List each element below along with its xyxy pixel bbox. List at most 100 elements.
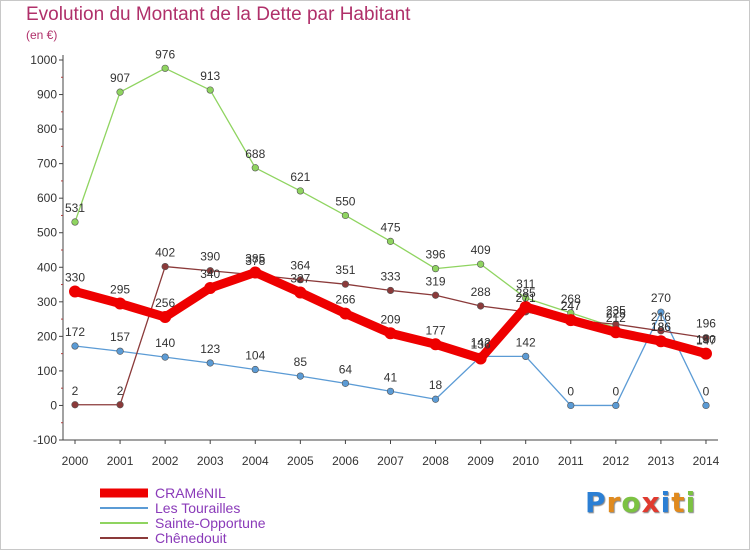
data-label: 285 [516, 286, 536, 300]
data-label: 140 [155, 336, 175, 350]
legend-label: Chênedouit [155, 530, 227, 546]
chart-title: Evolution du Montant de la Dette par Hab… [26, 4, 411, 25]
data-point [341, 211, 350, 220]
data-label: 319 [426, 274, 446, 288]
data-point [567, 401, 575, 410]
data-label: 2 [72, 384, 79, 398]
data-label: 913 [200, 69, 220, 83]
data-point [386, 237, 395, 245]
y-tick-label: 500 [37, 226, 57, 240]
legend-label: Sainte-Opportune [155, 515, 266, 531]
data-point [116, 401, 124, 409]
y-tick-label: 100 [37, 364, 57, 378]
y-tick-label: 400 [37, 260, 57, 274]
data-point [341, 280, 350, 288]
data-point [206, 359, 214, 367]
x-tick-label: 2000 [62, 454, 89, 468]
data-label: 270 [651, 291, 671, 305]
data-point [296, 276, 304, 284]
data-label: 385 [245, 251, 265, 265]
data-label: 186 [651, 320, 671, 334]
data-point [116, 88, 124, 96]
data-label: 288 [471, 285, 491, 299]
y-tick-label: 900 [37, 88, 57, 102]
data-point [657, 308, 665, 316]
data-label: 85 [294, 355, 308, 369]
data-label: 256 [155, 296, 175, 310]
data-point [384, 327, 397, 340]
data-point [386, 286, 395, 295]
data-label: 351 [335, 263, 355, 277]
data-point [702, 334, 710, 342]
data-point [114, 297, 127, 310]
data-label: 475 [380, 220, 400, 234]
x-tick-label: 2011 [558, 454, 584, 468]
data-point [654, 335, 667, 348]
data-point [161, 262, 169, 271]
data-point [71, 218, 79, 226]
data-label: 142 [516, 335, 536, 349]
data-point [386, 387, 395, 395]
data-label: 41 [384, 370, 398, 384]
data-label: 378 [245, 254, 265, 268]
data-label: 333 [380, 269, 400, 283]
data-label: 0 [567, 384, 574, 398]
data-point [702, 401, 710, 410]
data-label: 235 [606, 303, 626, 317]
data-point [296, 372, 304, 380]
data-label: 247 [561, 299, 581, 313]
data-label: 123 [200, 342, 220, 356]
data-label: 0 [612, 384, 619, 398]
data-label: 266 [335, 293, 355, 307]
data-point [612, 401, 620, 410]
data-point [159, 311, 172, 324]
logo-letter: x [641, 486, 661, 519]
logo-letter: o [621, 486, 642, 519]
x-tick-label: 2006 [332, 454, 359, 468]
data-point [522, 352, 530, 361]
data-point [429, 338, 442, 351]
data-label: 225 [606, 307, 626, 321]
data-point [249, 266, 262, 279]
data-label: 177 [426, 323, 446, 337]
logo-letter: i [685, 486, 697, 519]
data-label: 364 [290, 259, 310, 273]
data-point [69, 285, 81, 298]
data-label: 157 [110, 330, 130, 344]
data-point [71, 342, 79, 350]
x-tick-label: 2009 [467, 454, 494, 468]
legend-label: CRAMéNIL [155, 485, 226, 501]
data-point [564, 314, 577, 327]
data-label: 136 [471, 337, 491, 351]
chart-subtitle: (en €) [26, 28, 58, 42]
data-label: 402 [155, 246, 175, 260]
y-tick-label: 1000 [30, 53, 57, 67]
data-label: 531 [65, 201, 85, 215]
data-label: 409 [471, 243, 491, 257]
data-label: 688 [245, 147, 265, 161]
data-label: 147 [696, 334, 716, 348]
data-point [339, 307, 352, 320]
data-label: 216 [651, 310, 671, 324]
data-label: 142 [471, 335, 491, 349]
data-label: 396 [426, 248, 446, 262]
data-label: 2 [117, 384, 124, 398]
data-label: 976 [155, 47, 175, 61]
x-tick-label: 2010 [512, 454, 539, 468]
data-point [161, 64, 169, 72]
x-tick-label: 2007 [377, 454, 404, 468]
x-tick-label: 2014 [693, 454, 720, 468]
data-label: 550 [335, 194, 355, 208]
y-tick-label: 0 [50, 398, 57, 412]
data-point [609, 326, 622, 339]
data-label: 907 [110, 71, 130, 85]
data-point [71, 401, 79, 409]
data-point [519, 301, 532, 313]
logo-letter: r [606, 486, 622, 519]
data-point [204, 282, 217, 294]
x-tick-label: 2001 [107, 454, 134, 468]
data-point [206, 267, 214, 275]
data-label: 271 [516, 291, 536, 305]
data-point [477, 260, 485, 268]
data-label: 172 [65, 325, 85, 339]
